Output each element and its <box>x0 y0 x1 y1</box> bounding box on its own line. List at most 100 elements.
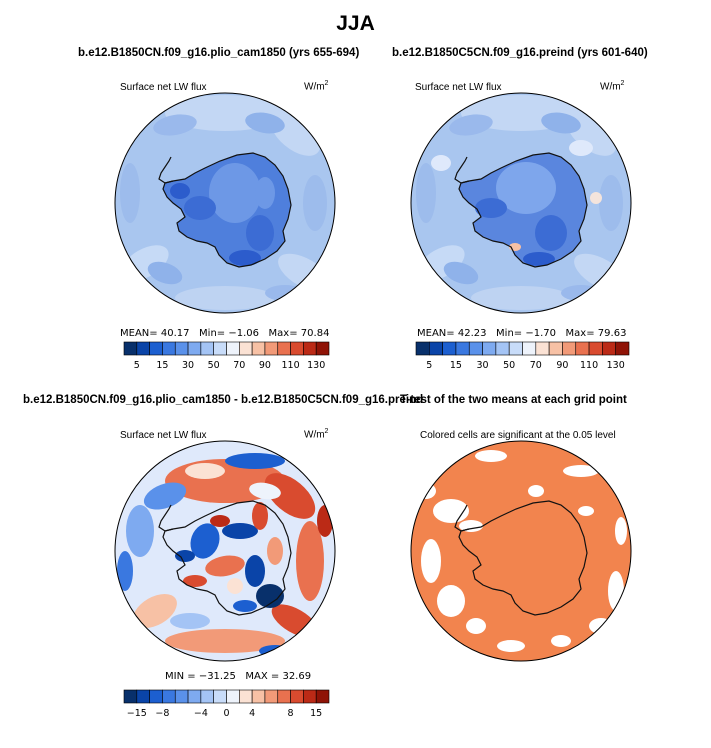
field-cell <box>170 613 210 629</box>
field-cell <box>431 155 451 171</box>
colorbar-tick-label: 15 <box>310 708 322 719</box>
colorbar-swatch <box>149 689 163 704</box>
field-cell <box>117 551 133 591</box>
colorbar-tick-label: 50 <box>208 360 220 371</box>
field-cell <box>205 555 245 577</box>
colorbar-swatch <box>251 689 266 704</box>
colorbar-swatch <box>615 341 630 356</box>
field-cell <box>153 114 197 136</box>
colorbar-swatch <box>162 689 176 704</box>
field-cell <box>143 482 187 510</box>
peninsula-coastline <box>158 156 174 184</box>
colorbar-tick-label: 70 <box>530 360 542 371</box>
panel1-stats: MEAN= 40.17 Min= −1.06 Max= 70.84 <box>120 328 330 339</box>
field-cell <box>233 600 257 612</box>
field-cell <box>170 183 190 199</box>
map-border <box>114 440 336 662</box>
field-cell <box>252 502 268 530</box>
field-cell <box>296 521 324 601</box>
colorbar-tick-label: 50 <box>503 360 515 371</box>
field-cell <box>590 192 602 204</box>
colorbar-swatch <box>136 689 150 704</box>
field-cell <box>416 163 436 223</box>
panel2-units: W/m2 <box>600 80 625 93</box>
panel1-min: −1.06 <box>228 328 259 339</box>
non-significant-cell <box>437 585 465 617</box>
colorbar-swatch <box>264 689 279 704</box>
colorbar-tick-label: −8 <box>155 708 169 719</box>
non-significant-cell <box>497 640 525 652</box>
panel2-min: −1.70 <box>525 328 556 339</box>
non-significant-cell <box>528 485 544 497</box>
field-cell <box>175 286 275 310</box>
field-cell <box>227 578 243 594</box>
map-border <box>410 440 632 662</box>
colorbar-tick-label: 4 <box>249 708 255 719</box>
field-cell <box>209 163 261 223</box>
field-cell <box>222 523 258 539</box>
field-cell <box>190 523 220 559</box>
field-cell <box>147 261 183 285</box>
panel1-max: 70.84 <box>300 328 330 339</box>
panel2-stats: MEAN= 42.23 Min= −1.70 Max= 79.63 <box>417 328 627 339</box>
colorbar-tick-label: 30 <box>477 360 489 371</box>
colorbar-tick-label: 130 <box>607 360 625 371</box>
colorbar-tick-label: 30 <box>182 360 194 371</box>
field-cell <box>165 629 285 653</box>
panel3-field-label: Surface net LW flux <box>120 430 207 441</box>
colorbar-tick-label: 110 <box>281 360 299 371</box>
panel3-case-title: b.e12.B1850CN.f09_g16.plio_cam1850 - b.e… <box>23 394 424 406</box>
field-cell <box>133 593 177 629</box>
field-cell <box>475 198 507 218</box>
panel2-mean: 42.23 <box>457 328 487 339</box>
field-cell <box>184 196 216 220</box>
colorbar-tick-label: 130 <box>307 360 325 371</box>
panel1-case-title: b.e12.B1850CN.f09_g16.plio_cam1850 (yrs … <box>78 47 360 59</box>
colorbar-swatch <box>213 689 227 704</box>
panel2-case-title: b.e12.B1850C5CN.f09_g16.preind (yrs 601-… <box>392 47 648 59</box>
colorbar-tick-label: −4 <box>194 708 208 719</box>
colorbar-swatch <box>200 689 214 704</box>
map-border <box>410 92 632 314</box>
colorbar-tick-label: 8 <box>288 708 294 719</box>
field-cell <box>245 112 285 134</box>
panel3-units: W/m2 <box>304 428 329 441</box>
colorbar-tick-label: 90 <box>259 360 271 371</box>
colorbar-swatch <box>290 689 304 704</box>
panel1-units: W/m2 <box>304 80 329 93</box>
coastline <box>458 500 588 616</box>
panel3-max: 32.69 <box>282 671 312 682</box>
field-cell <box>471 286 571 310</box>
figure-title: JJA <box>336 12 375 35</box>
field-cell <box>246 215 274 251</box>
non-significant-cell <box>551 635 571 647</box>
panel2-max: 79.63 <box>597 328 627 339</box>
panel1-field-label: Surface net LW flux <box>120 82 207 93</box>
peninsula-coastline <box>454 156 470 184</box>
colorbar-tick-label: −15 <box>127 708 147 719</box>
field-cell <box>541 112 581 134</box>
colorbar-swatch <box>174 689 189 704</box>
colorbar-swatch <box>226 689 240 704</box>
panel3-min: −31.25 <box>198 671 236 682</box>
peninsula-coastline <box>454 504 470 532</box>
colorbar-tick-label: 90 <box>556 360 568 371</box>
non-significant-cell <box>615 517 627 545</box>
field-cell <box>210 515 230 527</box>
non-significant-cell <box>466 618 486 634</box>
field-cell <box>256 584 284 608</box>
field-cell <box>229 250 261 266</box>
panel1-mean: 40.17 <box>160 328 190 339</box>
colorbar-swatch <box>315 341 330 356</box>
field-cell <box>264 473 316 519</box>
map-border <box>114 92 336 314</box>
colorbar-swatch <box>315 689 330 704</box>
field-cell <box>443 261 479 285</box>
field-cell <box>267 537 283 565</box>
